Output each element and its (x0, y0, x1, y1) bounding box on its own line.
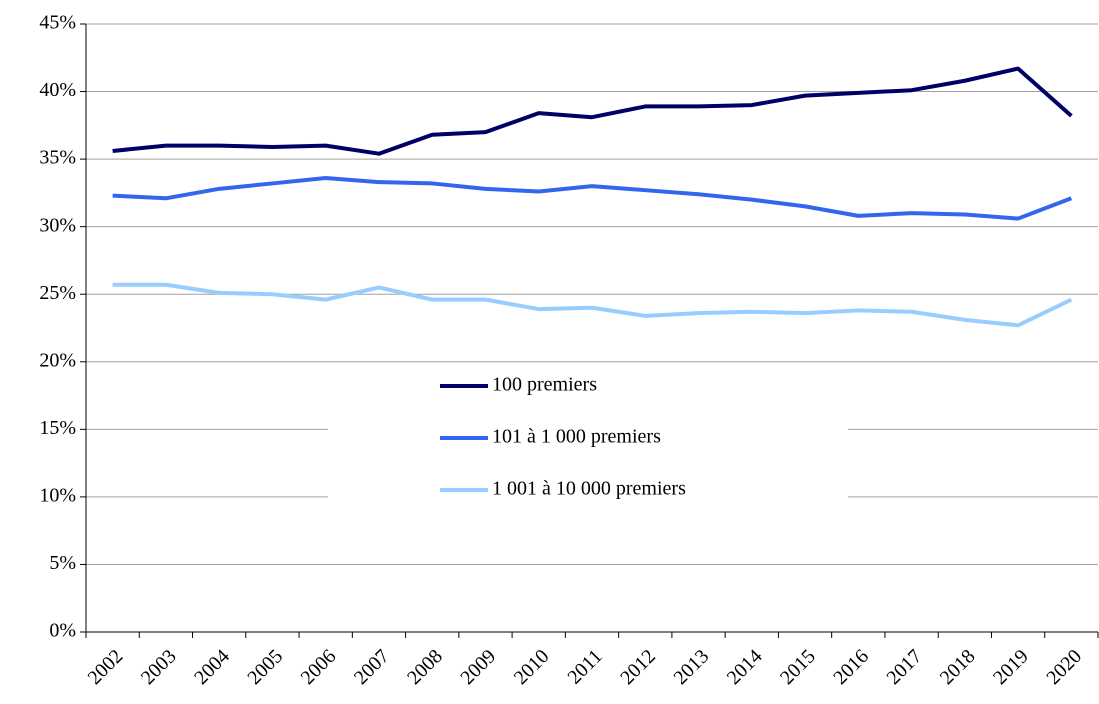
y-tick-label: 15% (39, 417, 76, 439)
x-tick-label: 2016 (829, 645, 873, 689)
x-tick-label: 2008 (403, 645, 447, 689)
x-tick-label: 2019 (989, 645, 1033, 689)
x-tick-label: 2011 (563, 645, 606, 688)
x-tick-label: 2005 (243, 645, 287, 689)
x-tick-label: 2014 (723, 645, 767, 689)
legend-label: 1 001 à 10 000 premiers (492, 478, 686, 500)
x-tick-label: 2015 (776, 645, 820, 689)
x-tick-label: 2020 (1042, 645, 1086, 689)
x-tick-label: 2013 (669, 645, 713, 689)
line-series (112, 66, 1073, 156)
legend-label: 101 à 1 000 premiers (492, 426, 661, 448)
y-tick-label: 10% (39, 484, 76, 506)
legend-label: 100 premiers (492, 374, 597, 396)
x-tick-label: 2006 (297, 645, 341, 689)
x-tick-label: 2007 (350, 645, 394, 689)
x-tick-label: 2002 (84, 645, 128, 689)
x-tick-label: 2010 (510, 645, 554, 689)
y-tick-label: 40% (39, 79, 76, 101)
y-tick-label: 35% (39, 147, 76, 169)
x-tick-label: 2004 (190, 645, 234, 689)
y-tick-label: 25% (39, 282, 76, 304)
line-series (112, 282, 1073, 328)
legend-box (328, 368, 848, 504)
y-tick-label: 45% (39, 12, 76, 34)
y-tick-label: 20% (39, 349, 76, 371)
line-series (112, 176, 1073, 221)
x-tick-label: 2018 (936, 645, 980, 689)
x-tick-label: 2012 (616, 645, 660, 689)
x-tick-label: 2009 (456, 645, 500, 689)
y-tick-label: 0% (49, 620, 76, 642)
y-tick-label: 5% (49, 552, 76, 574)
x-tick-label: 2003 (137, 645, 181, 689)
x-tick-label: 2017 (883, 645, 927, 689)
y-tick-label: 30% (39, 214, 76, 236)
